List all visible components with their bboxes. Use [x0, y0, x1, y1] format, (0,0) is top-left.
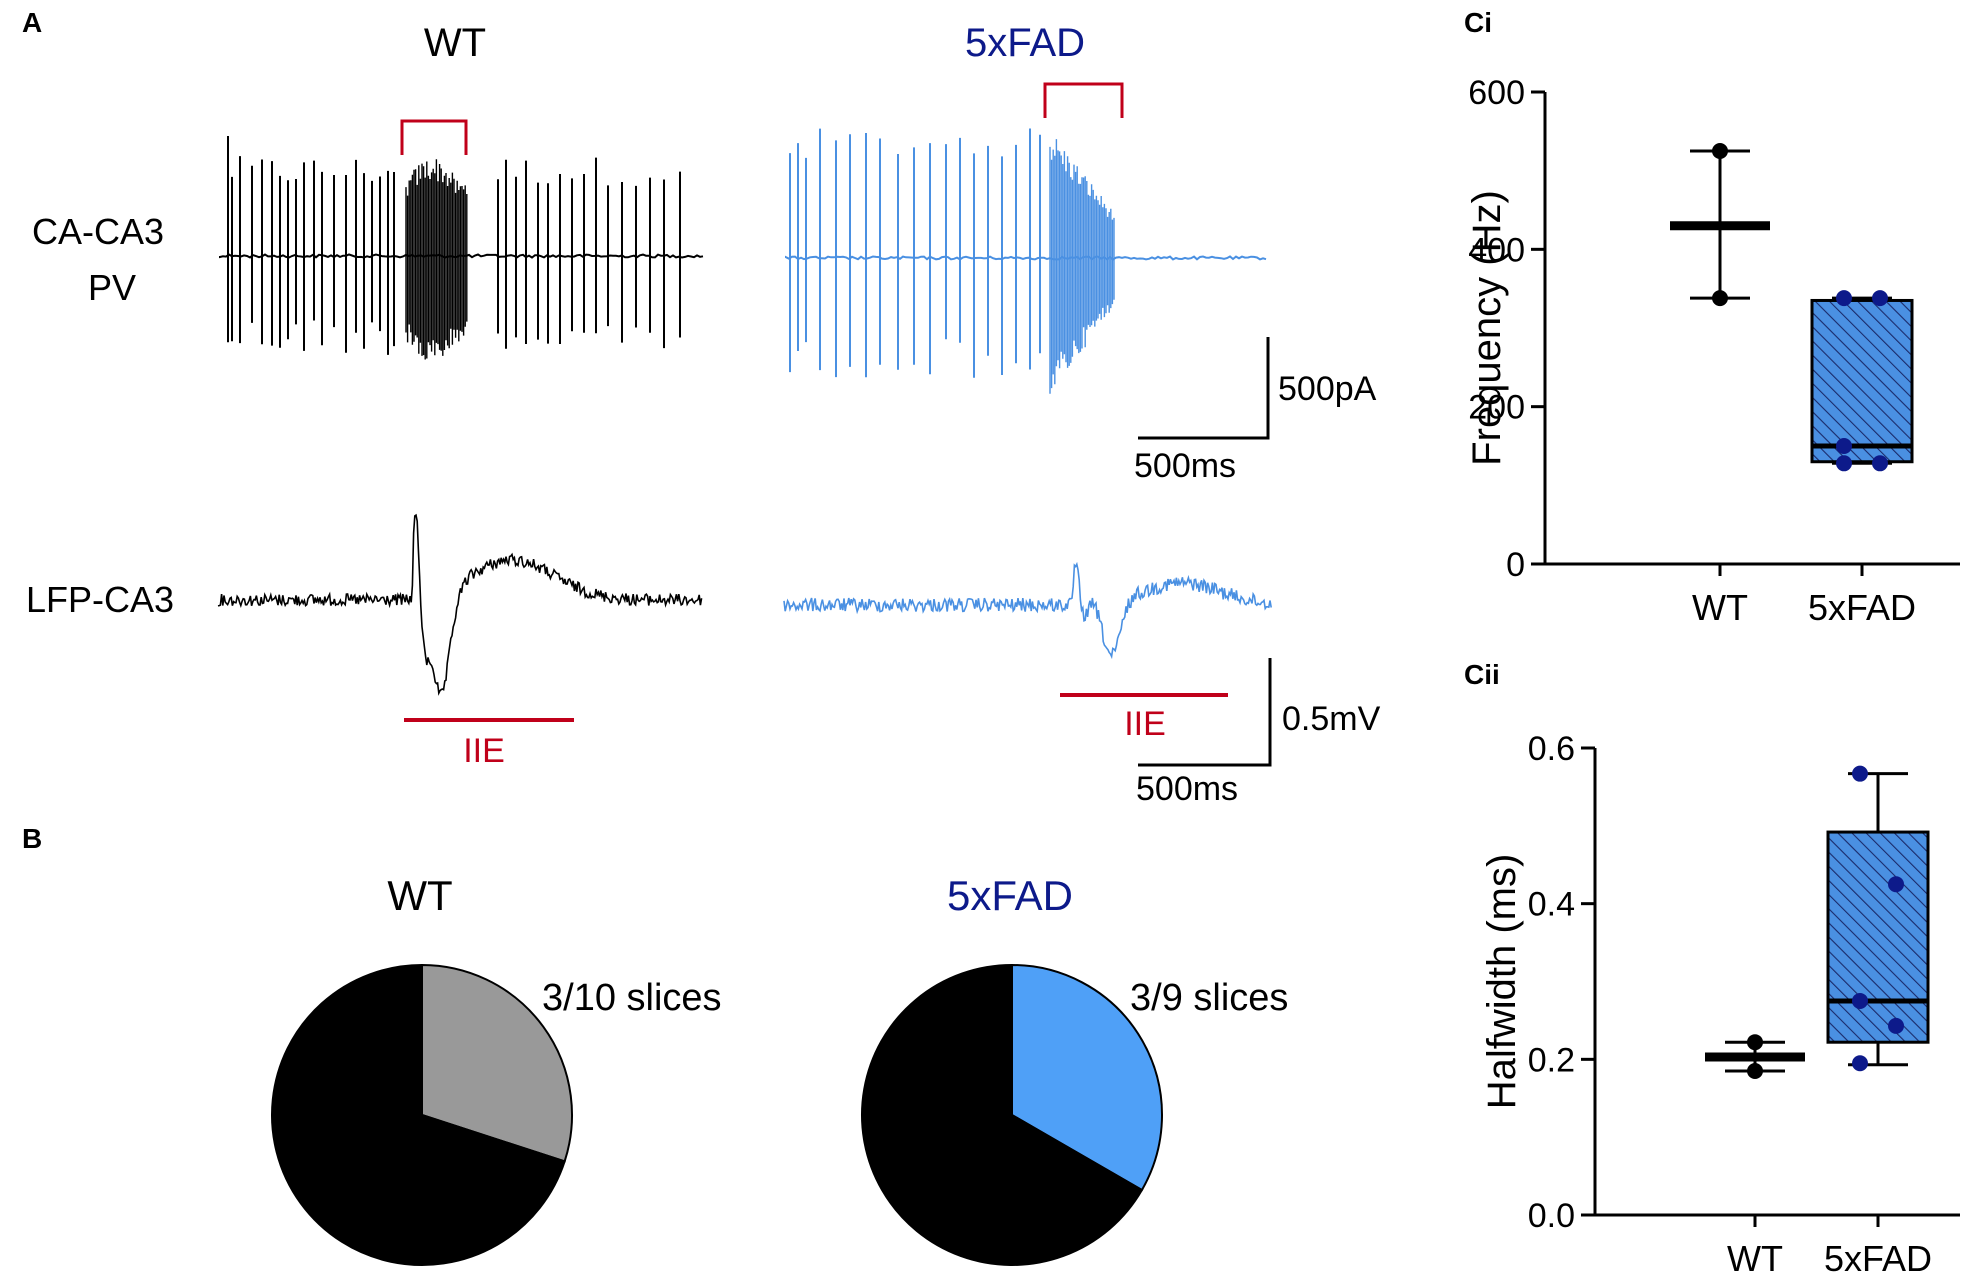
scale-unit-x-label: 500ms [1134, 447, 1236, 485]
pie-slice-fraction [421, 963, 573, 1163]
data-point [1852, 765, 1868, 782]
scale-bar-unit [1138, 337, 1270, 440]
pie-chart-5xfad [861, 963, 1163, 1266]
x-tick-label: 5xFAD [1824, 1238, 1932, 1279]
box-iqr [1826, 830, 1930, 1044]
data-point [1852, 1055, 1868, 1072]
5xfad-burst-bracket [1043, 82, 1124, 118]
data-point [1836, 455, 1852, 472]
panel-label-a: A [22, 7, 42, 38]
row-label-pv: PV [88, 267, 136, 308]
panel-label-b: B [22, 823, 42, 854]
box-chart-halfwidth: 0.0 0.2 0.4 0.6 Halfwidth (ms) WT 5xFAD [1480, 730, 1960, 1279]
data-point [1712, 290, 1728, 307]
y-axis-label: Frequency (Hz) [1465, 190, 1509, 466]
trace-title-5xfad: 5xFAD [965, 21, 1085, 65]
pie-slice-remainder [271, 963, 566, 1266]
wt-unit-trace [219, 136, 704, 360]
pie-title-wt: WT [387, 872, 452, 919]
lfp-waveform [783, 561, 1272, 660]
5xfad-unit-trace [785, 128, 1267, 394]
data-point [1836, 290, 1852, 307]
y-tick-label: 0.2 [1528, 1041, 1575, 1079]
pie-slice-remainder [861, 963, 1144, 1266]
wt-iie-label: IIE [463, 732, 505, 770]
panel-label-cii: Cii [1464, 659, 1500, 690]
pie-annotation-5xfad: 3/9 slices [1130, 977, 1288, 1019]
scale-lfp-x-label: 500ms [1136, 770, 1238, 808]
y-tick-label: 0.6 [1528, 730, 1575, 768]
y-tick-label: 0.0 [1528, 1197, 1575, 1235]
pie-slice-fraction [1011, 963, 1163, 1192]
pie-chart-wt [271, 963, 573, 1266]
5xfad-iie-label: IIE [1124, 705, 1166, 743]
wt-burst-bracket [400, 119, 468, 155]
pie-title-5xfad: 5xFAD [947, 872, 1073, 919]
x-tick-label: WT [1692, 587, 1748, 628]
trace-title-wt: WT [424, 21, 486, 65]
data-point [1872, 455, 1888, 472]
scale-unit-y-label: 500pA [1278, 370, 1377, 408]
data-point [1888, 1017, 1904, 1034]
y-tick-label: 600 [1468, 74, 1525, 112]
data-point [1852, 992, 1868, 1009]
y-tick-label: 0 [1506, 546, 1525, 584]
data-point [1712, 143, 1728, 159]
row-label-lfp-ca3: LFP-CA3 [26, 579, 174, 620]
panel-label-ci: Ci [1464, 7, 1492, 38]
y-tick-label: 0.4 [1528, 886, 1575, 924]
wt-lfp-trace [217, 513, 703, 696]
data-point [1888, 876, 1904, 893]
x-tick-label: WT [1727, 1238, 1783, 1279]
x-tick-label: 5xFAD [1808, 587, 1916, 628]
data-point [1747, 1034, 1763, 1051]
y-tick-label: 200 [1468, 389, 1525, 427]
box-chart-frequency: 0 200 400 600 Frequency (Hz) WT 5xFAD [1465, 74, 1960, 628]
5xfad-lfp-trace [783, 561, 1272, 660]
box-iqr [1810, 298, 1914, 464]
burst [1049, 139, 1115, 394]
lfp-waveform [217, 513, 703, 696]
y-axis-label: Halfwidth (ms) [1480, 854, 1524, 1110]
burst [405, 159, 468, 360]
trace-baseline [785, 255, 1267, 261]
scale-lfp-y-label: 0.5mV [1282, 700, 1381, 738]
y-tick-label: 400 [1468, 231, 1525, 269]
row-label-ca-ca3: CA-CA3 [32, 211, 164, 252]
data-point [1872, 290, 1888, 307]
pie-annotation-wt: 3/10 slices [542, 977, 722, 1019]
scale-bar-lfp [1138, 658, 1272, 767]
data-point [1836, 438, 1852, 454]
data-point [1747, 1063, 1763, 1080]
